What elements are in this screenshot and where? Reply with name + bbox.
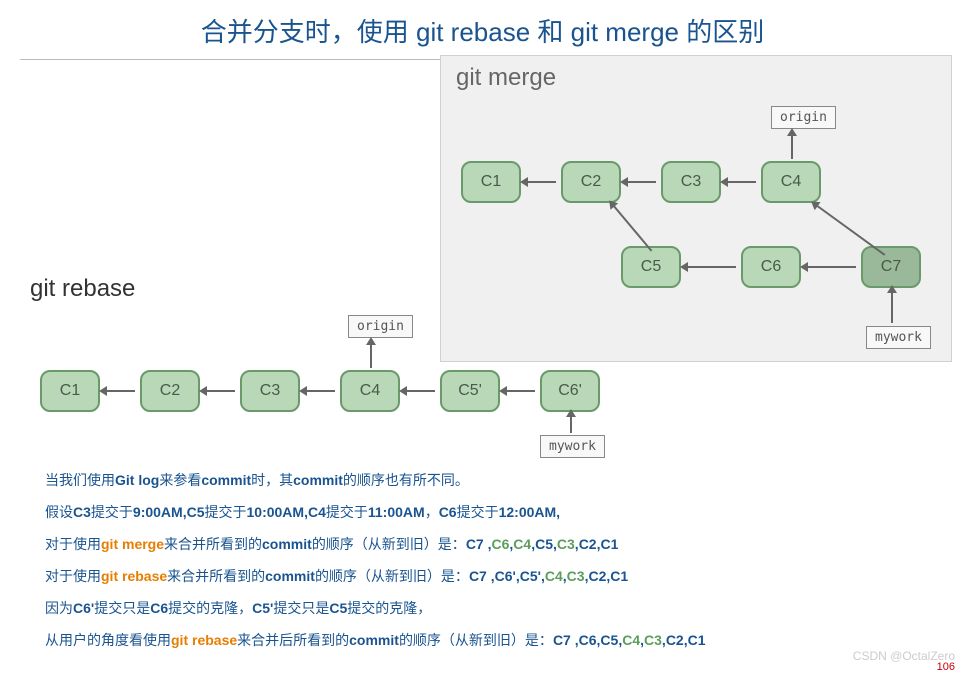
- commit-node-c3: C3: [661, 161, 721, 203]
- arrow: [626, 181, 656, 183]
- arrow: [686, 266, 736, 268]
- arrow: [305, 390, 335, 392]
- page-number: 106: [937, 661, 955, 673]
- arrow: [891, 291, 893, 323]
- arrow: [105, 390, 135, 392]
- commit-node-c3: C3: [240, 370, 300, 412]
- label-origin: origin: [348, 315, 413, 338]
- arrow: [405, 390, 435, 392]
- text-line-5: 因为C6'提交只是C6提交的克隆，C5'提交只是C5提交的克隆，: [45, 598, 945, 618]
- label-origin: origin: [771, 106, 836, 129]
- text-line-2: 假设C3提交于9:00AM,C5提交于10:00AM,C4提交于11:00AM，…: [45, 502, 945, 522]
- slide-title: 合并分支时，使用 git rebase 和 git merge 的区别: [20, 0, 945, 60]
- arrow: [505, 390, 535, 392]
- merge-title: git merge: [456, 64, 556, 92]
- arrow: [791, 134, 793, 159]
- commit-node-c1: C1: [461, 161, 521, 203]
- arrow: [570, 415, 572, 433]
- arrow: [205, 390, 235, 392]
- rebase-title: git rebase: [30, 275, 135, 303]
- text-line-4: 对于使用git rebase来合并所看到的commit的顺序（从新到旧）是：C7…: [45, 566, 945, 586]
- text-line-1: 当我们使用Git log来参看commit时，其commit的顺序也有所不同。: [45, 470, 945, 490]
- commit-node-c4: C4: [340, 370, 400, 412]
- arrow: [726, 181, 756, 183]
- arrow: [612, 204, 652, 251]
- commit-node-c5: C5: [621, 246, 681, 288]
- commit-node-c1: C1: [40, 370, 100, 412]
- merge-panel: git merge C1C2C3C4C5C6C7originmywork: [440, 55, 952, 362]
- commit-node-c6p: C6': [540, 370, 600, 412]
- text-line-3: 对于使用git merge来合并所看到的commit的顺序（从新到旧）是：C7 …: [45, 534, 945, 554]
- label-mywork: mywork: [866, 326, 931, 349]
- arrow: [815, 204, 885, 256]
- label-mywork: mywork: [540, 435, 605, 458]
- commit-node-c2: C2: [140, 370, 200, 412]
- text-line-6: 从用户的角度看使用git rebase来合并后所看到的commit的顺序（从新到…: [45, 630, 945, 650]
- commit-node-c5p: C5': [440, 370, 500, 412]
- commit-node-c4: C4: [761, 161, 821, 203]
- arrow: [526, 181, 556, 183]
- arrow: [806, 266, 856, 268]
- arrow: [370, 343, 372, 368]
- commit-node-c6: C6: [741, 246, 801, 288]
- commit-node-c7: C7: [861, 246, 921, 288]
